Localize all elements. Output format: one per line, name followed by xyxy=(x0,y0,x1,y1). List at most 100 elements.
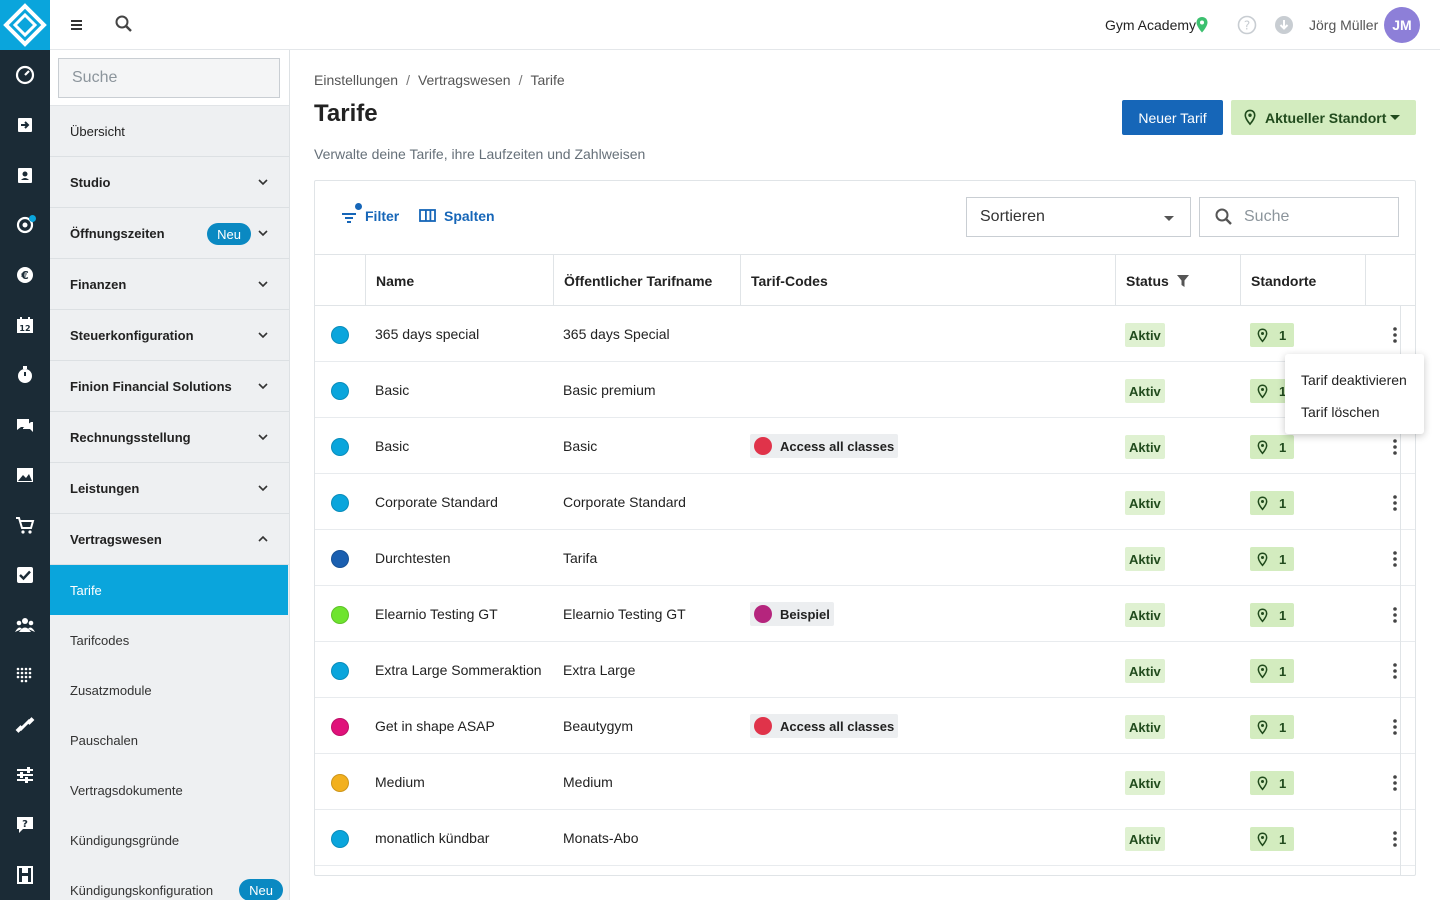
tariff-name[interactable]: Corporate Standard xyxy=(375,494,498,510)
funnel-icon[interactable] xyxy=(1176,274,1189,287)
help-icon[interactable]: ? xyxy=(1237,15,1257,35)
table-search-input[interactable] xyxy=(1244,208,1394,226)
dashboard-icon[interactable] xyxy=(0,55,50,95)
calendar-icon[interactable]: 12 xyxy=(0,305,50,345)
status-badge: Aktiv xyxy=(1125,659,1165,683)
tariff-name[interactable]: monatlich kündbar xyxy=(375,830,490,846)
tracking-icon[interactable] xyxy=(0,205,50,245)
sidebar-item[interactable]: Öffnungszeiten Neu xyxy=(50,208,289,259)
sidebar-subitem-label: Kündigungsgründe xyxy=(70,832,180,848)
studio-name[interactable]: Gym Academy xyxy=(1105,17,1197,33)
sidebar-subitem[interactable]: Vertragsdokumente xyxy=(50,765,289,815)
columns-button[interactable]: Spalten xyxy=(419,207,495,224)
grid-icon[interactable] xyxy=(0,655,50,695)
sidebar-item[interactable]: Steuerkonfiguration xyxy=(50,310,289,361)
table-row[interactable]: Corporate Standard Corporate Standard Akti… xyxy=(315,474,1415,530)
column-header-status[interactable]: Status xyxy=(1115,255,1240,306)
sidebar-item[interactable]: Rechnungsstellung xyxy=(50,412,289,463)
more-options-icon[interactable] xyxy=(1392,774,1398,792)
locations-badge[interactable]: 1 xyxy=(1250,547,1295,571)
tariff-name[interactable]: Basic xyxy=(375,382,410,398)
table-row[interactable]: Extra Large Sommeraktion Extra Large Aktiv… xyxy=(315,642,1415,698)
sidebar-search-input[interactable] xyxy=(58,58,280,98)
locations-badge[interactable]: 1 xyxy=(1250,715,1295,739)
check-in-icon[interactable] xyxy=(0,105,50,145)
sidebar-subitem[interactable]: Kündigungskonfiguration Neu xyxy=(50,865,289,900)
locations-badge[interactable]: 1 xyxy=(1250,491,1295,515)
cart-icon[interactable] xyxy=(0,505,50,545)
column-header-locations[interactable]: Standorte xyxy=(1240,255,1366,306)
sidebar-subitem[interactable]: Tarife xyxy=(50,565,288,615)
deactivate-tariff-menu-item[interactable]: Tarif deaktivieren xyxy=(1301,372,1407,388)
avatar[interactable]: JM xyxy=(1384,7,1420,43)
column-header-name[interactable]: Name xyxy=(365,255,553,306)
dumbbell-icon[interactable] xyxy=(0,705,50,745)
sidebar-item[interactable]: Finanzen xyxy=(50,259,289,310)
image-icon[interactable] xyxy=(0,455,50,495)
breadcrumb-item[interactable]: Einstellungen xyxy=(314,72,399,88)
sidebar-subitem[interactable]: Tarifcodes xyxy=(50,615,289,665)
table-row[interactable]: 365 days special 365 days Special Aktiv 1 xyxy=(315,306,1415,362)
tariff-public-name: Elearnio Testing GT xyxy=(563,606,686,622)
more-options-icon[interactable] xyxy=(1392,606,1398,624)
menu-icon[interactable] xyxy=(68,15,88,35)
settings-sliders-icon[interactable] xyxy=(0,755,50,795)
sidebar-subitem[interactable]: Kündigungsgründe xyxy=(50,815,289,865)
current-location-dropdown[interactable]: Aktueller Standort xyxy=(1231,100,1416,135)
table-row[interactable]: Basic Basic Access all classes Aktiv 1 xyxy=(315,418,1415,474)
tariff-name[interactable]: Medium xyxy=(375,774,425,790)
tariff-name[interactable]: 365 days special xyxy=(375,326,480,342)
sidebar-item[interactable]: Übersicht xyxy=(50,106,289,157)
more-options-icon[interactable] xyxy=(1392,438,1398,456)
more-options-icon[interactable] xyxy=(1392,830,1398,848)
locations-badge[interactable]: 1 xyxy=(1250,771,1295,795)
checkbox-icon[interactable] xyxy=(0,555,50,595)
finance-icon[interactable]: € xyxy=(0,255,50,295)
tariff-name[interactable]: Durchtesten xyxy=(375,550,451,566)
user-name[interactable]: Jörg Müller xyxy=(1309,17,1379,33)
table-row[interactable]: Get in shape ASAP Beautygym Access all cla… xyxy=(315,698,1415,754)
more-options-icon[interactable] xyxy=(1392,326,1398,344)
download-icon[interactable] xyxy=(1274,15,1294,35)
logo-icon[interactable] xyxy=(0,0,50,50)
search-icon[interactable] xyxy=(114,14,134,34)
sidebar-item[interactable]: Vertragswesen xyxy=(50,514,289,565)
tariff-name[interactable]: Get in shape ASAP xyxy=(375,718,495,734)
locations-badge[interactable]: 1 xyxy=(1250,659,1295,683)
table-row[interactable]: Elearnio Testing GT Elearnio Testing GT Be… xyxy=(315,586,1415,642)
sidebar-item[interactable]: Leistungen xyxy=(50,463,289,514)
locations-badge[interactable]: 1 xyxy=(1250,323,1295,347)
delete-tariff-menu-item[interactable]: Tarif löschen xyxy=(1301,404,1380,420)
new-tariff-button[interactable]: Neuer Tarif xyxy=(1122,100,1223,135)
tariff-name[interactable]: Extra Large Sommeraktion xyxy=(375,662,542,678)
sidebar-subitem[interactable]: Zusatzmodule xyxy=(50,665,289,715)
sidebar-item[interactable]: Finion Financial Solutions xyxy=(50,361,289,412)
table-row[interactable]: Basic Basic premium Aktiv 1 xyxy=(315,362,1415,418)
group-icon[interactable] xyxy=(0,605,50,645)
column-header-public-name[interactable]: Öffentlicher Tarifname xyxy=(553,255,740,306)
sidebar-subitem[interactable]: Pauschalen xyxy=(50,715,289,765)
more-options-icon[interactable] xyxy=(1392,718,1398,736)
table-row[interactable]: Medium Medium Aktiv 1 xyxy=(315,754,1415,810)
breadcrumb-item[interactable]: Vertragswesen xyxy=(417,72,511,88)
more-options-icon[interactable] xyxy=(1392,550,1398,568)
tariff-name[interactable]: Elearnio Testing GT xyxy=(375,606,498,622)
filter-button[interactable]: Filter xyxy=(341,203,399,225)
timer-icon[interactable] xyxy=(0,355,50,395)
sidebar-item-label: Finanzen xyxy=(70,276,127,292)
column-header-tariff-codes[interactable]: Tarif-Codes xyxy=(740,255,1115,306)
locations-badge[interactable]: 1 xyxy=(1250,827,1295,851)
more-options-icon[interactable] xyxy=(1392,662,1398,680)
table-row[interactable]: Durchtesten Tarifa Aktiv 1 xyxy=(315,530,1415,586)
more-options-icon[interactable] xyxy=(1392,494,1398,512)
support-icon[interactable]: ? xyxy=(0,805,50,845)
sort-select[interactable]: Sortieren xyxy=(966,197,1191,237)
table-row[interactable]: monatlich kündbar Monats-Abo Aktiv 1 xyxy=(315,810,1415,866)
contacts-icon[interactable] xyxy=(0,155,50,195)
store-icon[interactable] xyxy=(0,855,50,895)
locations-badge[interactable]: 1 xyxy=(1250,435,1295,459)
tariff-name[interactable]: Basic xyxy=(375,438,410,454)
sidebar-item[interactable]: Studio xyxy=(50,157,289,208)
chat-icon[interactable] xyxy=(0,405,50,445)
locations-badge[interactable]: 1 xyxy=(1250,603,1295,627)
